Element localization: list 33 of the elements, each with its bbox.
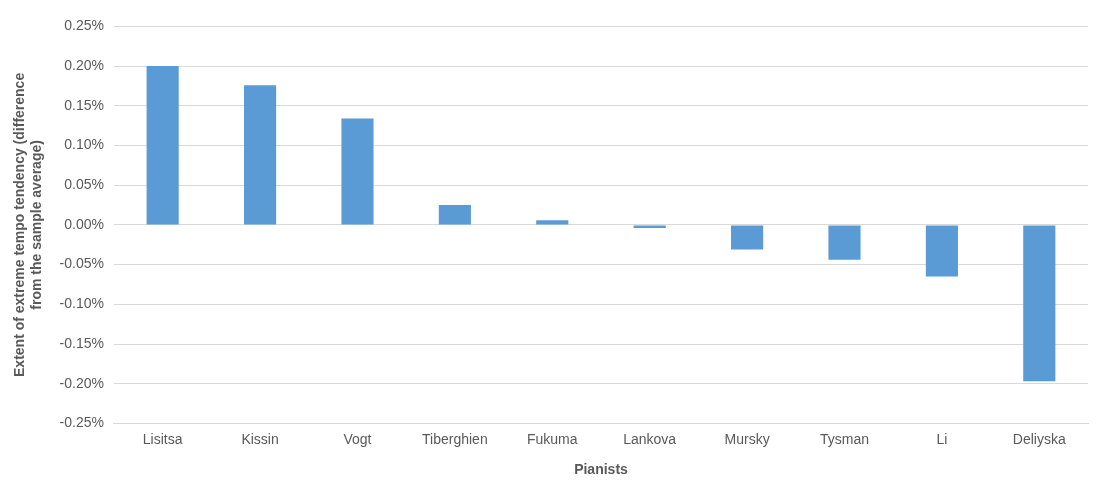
x-tick-label: Tiberghien (422, 430, 488, 447)
x-axis-title: Pianists (574, 461, 629, 478)
x-tick-label: Li (936, 430, 948, 447)
x-tick-label: Kissin (241, 430, 279, 447)
y-tick-label: -0.20% (59, 374, 104, 391)
y-axis-title: Extent of extreme tempo tendency (difference from the sample average) (11, 72, 45, 377)
bar (731, 225, 764, 250)
bar (925, 225, 958, 277)
y-tick-label: -0.15% (59, 334, 104, 351)
x-tick-label: Deliyska (1012, 430, 1066, 447)
y-tick-label: 0.15% (64, 96, 104, 113)
bar (341, 118, 374, 225)
y-tick-label: 0.25% (64, 17, 104, 34)
y-tick-label: -0.10% (59, 295, 104, 312)
x-tick-label: Fukuma (526, 430, 578, 447)
bar (438, 205, 471, 225)
y-tick-label: 0.10% (64, 136, 104, 153)
bar (536, 220, 569, 225)
x-tick-label: Vogt (343, 430, 372, 447)
y-tick-label: 0.00% (64, 215, 104, 232)
y-tick-label: -0.05% (59, 255, 104, 272)
y-tick-label: 0.20% (64, 56, 104, 73)
bar (1023, 225, 1056, 382)
x-tick-label: Tysman (819, 430, 869, 447)
bar (146, 66, 179, 225)
bar (243, 85, 277, 225)
x-tick-label: Mursky (724, 430, 770, 447)
y-tick-label: 0.05% (64, 176, 104, 193)
bar (828, 225, 861, 260)
bar (633, 225, 666, 229)
x-tick-label: Lankova (623, 430, 677, 447)
y-tick-label: -0.25% (59, 414, 104, 431)
x-tick-label: Lisitsa (142, 430, 183, 447)
